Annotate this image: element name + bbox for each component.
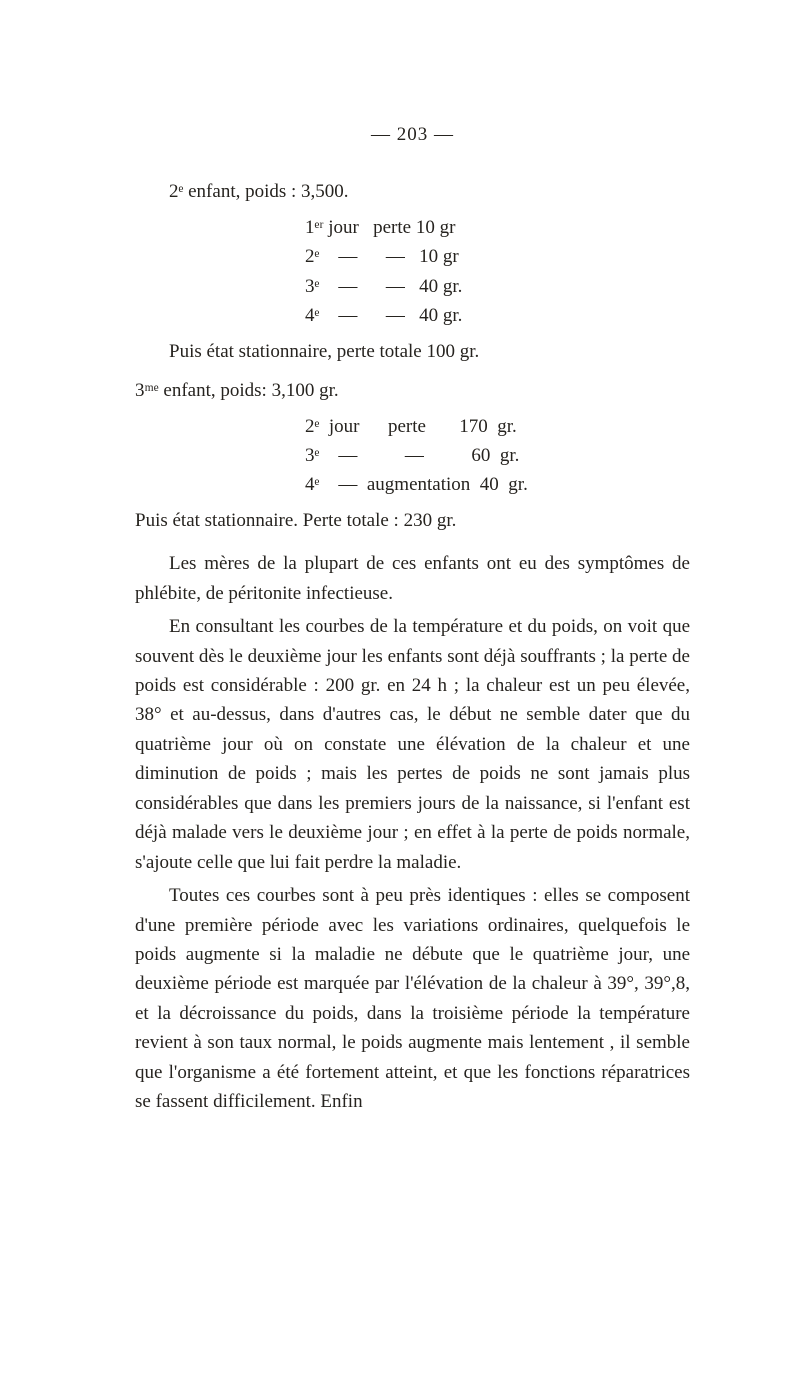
- enfant3-summary: Puis état stationnaire. Perte totale : 2…: [135, 506, 690, 535]
- enfant2-row-3: 3ᵉ — — 40 gr.: [135, 272, 690, 301]
- enfant3-row-3: 4ᵉ — augmentation 40 gr.: [135, 470, 690, 499]
- body-paragraph-2: En consultant les courbes de la températ…: [135, 612, 690, 877]
- enfant2-summary: Puis état stationnaire, perte totale 100…: [135, 337, 690, 366]
- body-paragraph-3: Toutes ces courbes sont à peu près ident…: [135, 881, 690, 1117]
- body-paragraph-1: Les mères de la plupart de ces enfants o…: [135, 549, 690, 608]
- scanned-page: — 203 — 2ᵉ enfant, poids : 3,500. 1ᵉʳ jo…: [0, 0, 800, 1387]
- enfant2-header: 2ᵉ enfant, poids : 3,500.: [135, 177, 690, 206]
- enfant3-header: 3ᵐᵉ enfant, poids: 3,100 gr.: [135, 376, 690, 405]
- enfant2-row-4: 4ᵉ — — 40 gr.: [135, 301, 690, 330]
- enfant3-row-1: 2ᵉ jour perte 170 gr.: [135, 412, 690, 441]
- enfant2-row-2: 2ᵉ — — 10 gr: [135, 242, 690, 271]
- enfant2-row-1: 1ᵉʳ jour perte 10 gr: [135, 213, 690, 242]
- page-number: — 203 —: [135, 120, 690, 149]
- enfant3-row-2: 3ᵉ — — 60 gr.: [135, 441, 690, 470]
